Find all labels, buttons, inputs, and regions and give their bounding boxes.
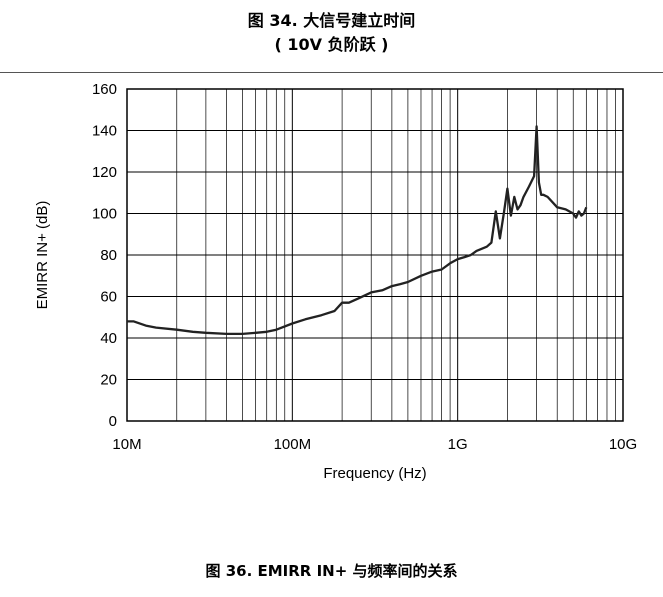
y-tick-label: 40 (100, 330, 117, 347)
x-tick-label: 1G (448, 436, 468, 453)
plot-frame (126, 88, 624, 422)
figure-34-subcaption: ( 10V 负阶跃 ) (274, 35, 389, 54)
y-tick-labels: 0 20 40 60 80 100 120 140 160 (92, 81, 117, 430)
y-tick-label: 0 (109, 413, 117, 430)
series-line (127, 125, 588, 336)
emirr-frequency-chart: 0 20 40 60 80 100 120 140 160 10M 100M 1G 10G Frequ… (34, 81, 637, 482)
x-tick-label: 10G (609, 436, 637, 453)
y-tick-label: 140 (92, 123, 117, 140)
x-tick-label: 10M (112, 436, 141, 453)
x-tick-labels: 10M 100M 1G 10G (112, 436, 637, 453)
y-tick-label: 160 (92, 81, 117, 98)
y-tick-label: 80 (100, 247, 117, 264)
y-tick-label: 100 (92, 206, 117, 223)
chart-grid (126, 88, 623, 422)
x-axis-label: Frequency (Hz) (323, 465, 426, 482)
figure-34-caption: 图 34. 大信号建立时间 (247, 11, 416, 30)
y-tick-label: 20 (100, 372, 117, 389)
y-axis-label: EMIRR IN+ (dB) (34, 201, 51, 310)
y-tick-label: 60 (100, 289, 117, 306)
figure-36-caption: 图 36. EMIRR IN+ 与频率间的关系 (205, 562, 458, 580)
x-tick-label: 100M (274, 436, 312, 453)
y-tick-label: 120 (92, 164, 117, 181)
divider-line (0, 72, 663, 73)
